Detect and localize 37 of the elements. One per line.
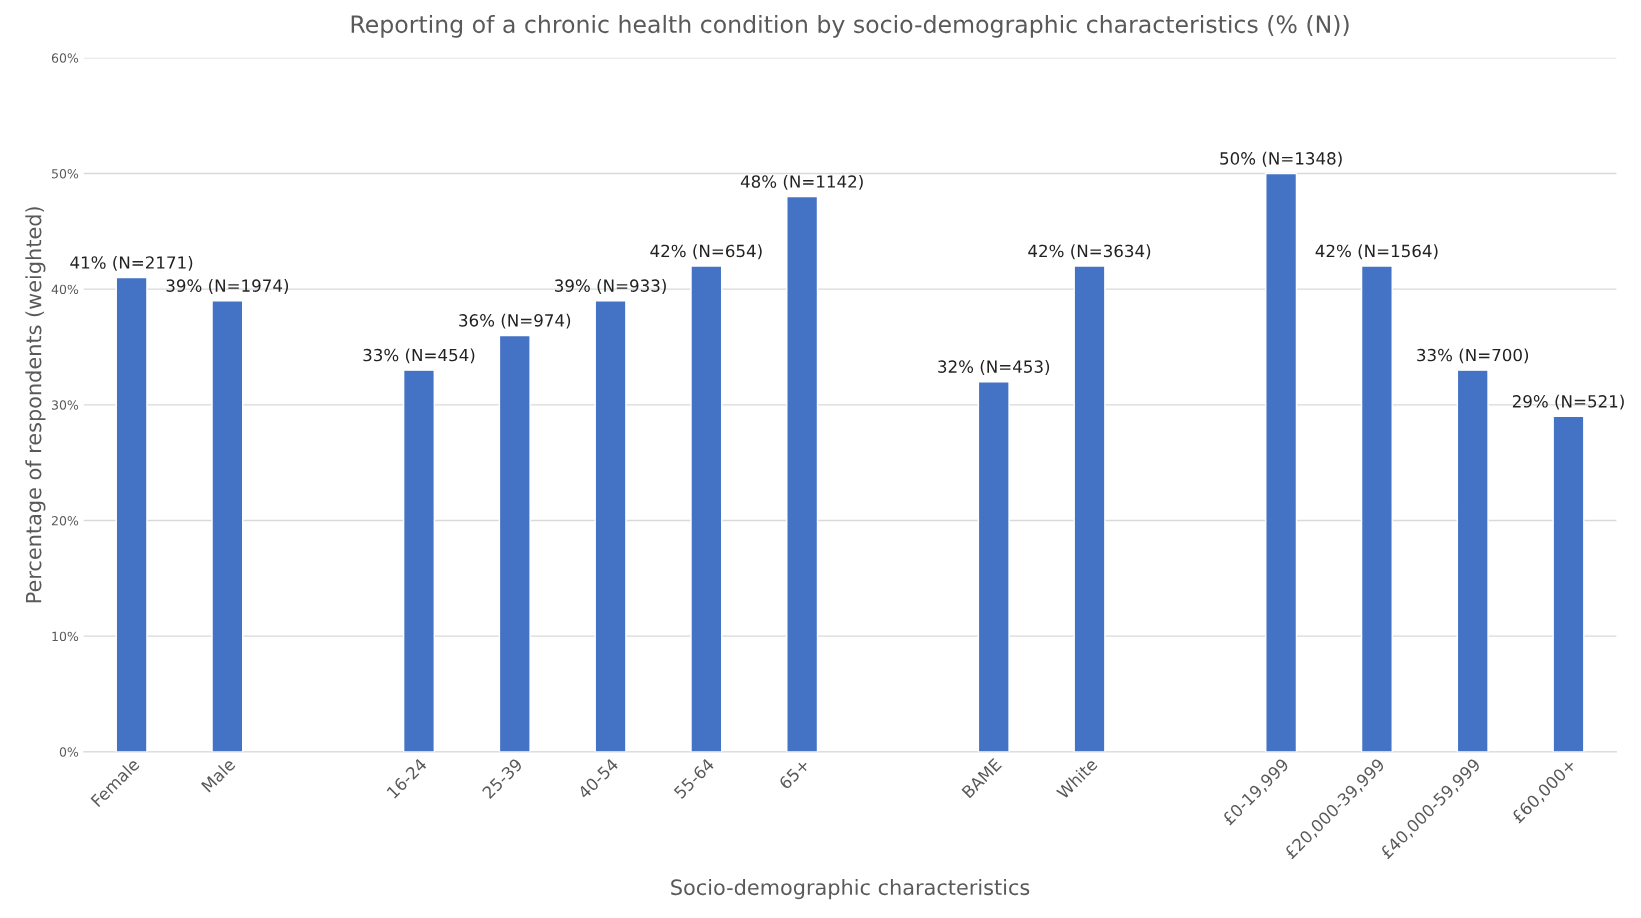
y-axis-title: Percentage of respondents (weighted) [25, 207, 46, 603]
y-tick-label: 10% [52, 631, 79, 642]
y-tick-label: 50% [52, 168, 79, 179]
bar [1360, 265, 1393, 752]
y-tick-label: 60% [51, 53, 79, 63]
x-tick-label: 65+ [778, 758, 811, 790]
data-label: 39% (N=933) [555, 279, 666, 294]
data-label: 42% (N=654) [650, 244, 762, 260]
bar [594, 300, 627, 752]
bar [786, 195, 819, 752]
data-label: 33% (N=454) [363, 348, 475, 364]
data-label: 33% (N=700) [1417, 348, 1529, 364]
data-label: 48% (N=1142) [740, 174, 863, 190]
data-label: 32% (N=453) [938, 360, 1050, 375]
bar [1265, 172, 1298, 752]
y-tick-label: 40% [51, 284, 79, 295]
bar [498, 334, 531, 752]
bar [977, 381, 1010, 752]
bar [115, 276, 148, 752]
bar [402, 369, 435, 752]
data-label: 39% (N=1974) [166, 279, 289, 294]
chart-title: Reporting of a chronic health condition by socio-demographic characteristics (% (N)) [351, 14, 1349, 38]
bar [1456, 369, 1489, 752]
y-tick-label: 30% [52, 400, 79, 410]
data-label: 29% (N=521) [1512, 394, 1624, 410]
bar [690, 265, 723, 752]
data-label: 41% (N=2171) [70, 255, 193, 271]
bar [1073, 265, 1106, 752]
data-label: 50% (N=1348) [1220, 151, 1342, 167]
y-tick-label: 0% [59, 747, 79, 757]
bar [211, 300, 244, 752]
bar [1552, 415, 1585, 752]
y-tick-label: 20% [51, 515, 79, 526]
x-axis-title: Socio-demographic characteristics [671, 879, 1030, 900]
data-label: 36% (N=974) [459, 313, 571, 329]
data-label: 42% (N=1564) [1315, 244, 1438, 260]
data-label: 42% (N=3634) [1028, 244, 1151, 260]
